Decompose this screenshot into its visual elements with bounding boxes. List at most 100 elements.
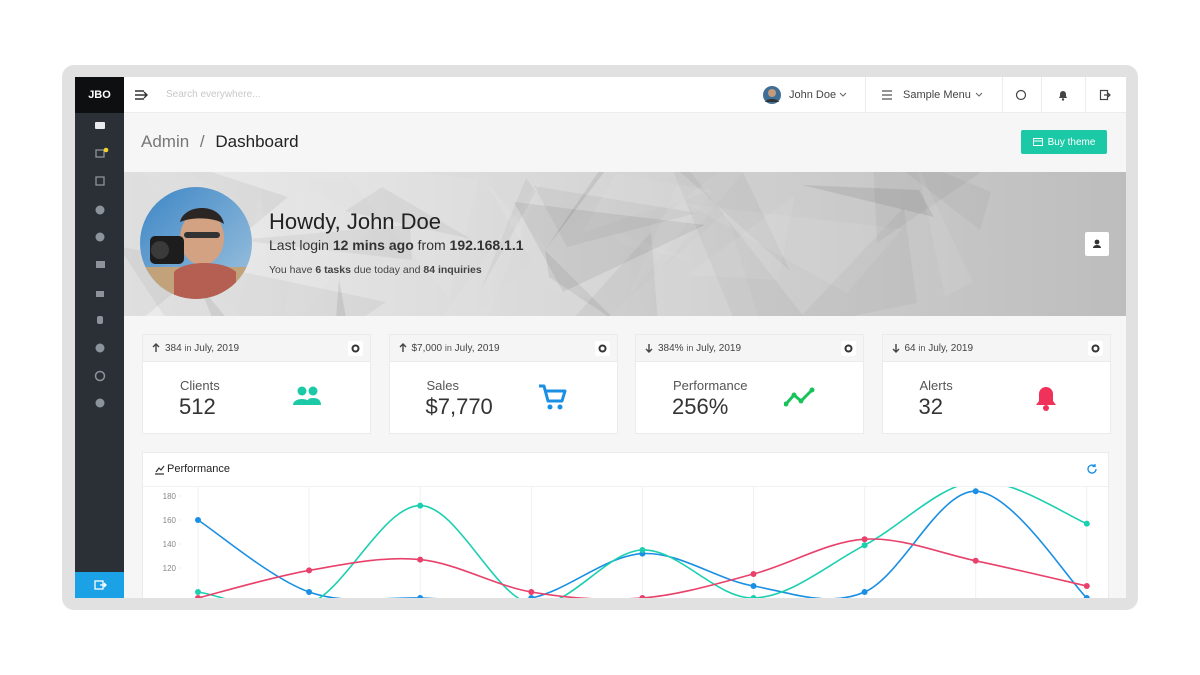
logout-button[interactable]	[75, 572, 124, 598]
stat-card: 64 in July, 2019 Alerts 32	[881, 334, 1111, 434]
banner-facet	[687, 195, 795, 280]
logout-top-button[interactable]	[1099, 89, 1111, 101]
plug-icon[interactable]	[97, 316, 103, 324]
series-line	[197, 490, 1088, 598]
data-point	[972, 557, 979, 564]
change-period: July, 2019	[454, 343, 500, 354]
stat-change: 384% in July, 2019	[658, 343, 741, 354]
banner-background	[124, 172, 1126, 316]
settings-button[interactable]	[1087, 341, 1103, 356]
list-icon[interactable]	[96, 261, 105, 268]
banner-facet	[534, 186, 697, 247]
card-icon	[1032, 138, 1043, 146]
menu-toggle[interactable]	[134, 88, 150, 102]
y-tick-label: 140	[163, 540, 177, 549]
change-amount: 384%	[658, 343, 684, 354]
brand[interactable]: JBO	[75, 77, 124, 113]
data-point	[195, 589, 201, 595]
user-avatar[interactable]	[762, 85, 782, 105]
trend-arrow	[152, 343, 160, 356]
text: Last login	[269, 237, 329, 253]
banner-facet	[253, 179, 266, 260]
edit-icon[interactable]	[95, 176, 105, 186]
banner-facet	[474, 189, 645, 316]
breadcrumb-current: Dashboard	[215, 132, 299, 151]
banner-facet	[575, 232, 658, 316]
divider	[1085, 77, 1086, 113]
banner-facet	[237, 225, 412, 260]
change-amount: 384	[165, 343, 182, 354]
data-point	[1083, 595, 1090, 598]
stat-change: $7,000 in July, 2019	[412, 343, 500, 354]
user-menu[interactable]: John Doe	[789, 89, 837, 101]
stat-label: Clients	[180, 378, 220, 393]
text: from	[417, 237, 446, 253]
change-connector: in	[686, 343, 694, 353]
data-point	[750, 583, 757, 589]
lock-icon[interactable]	[96, 291, 104, 297]
banner-facet	[582, 173, 710, 233]
buy-button[interactable]: Buy theme	[1021, 130, 1107, 154]
target-icon[interactable]	[94, 370, 106, 382]
text: due today and	[353, 264, 421, 276]
profile-button[interactable]	[1085, 232, 1109, 256]
logout-icon	[94, 580, 107, 590]
card-header: 384% in July, 2019	[636, 335, 863, 362]
search-input[interactable]: Search everywhere...	[166, 89, 261, 100]
settings-button[interactable]	[348, 341, 363, 356]
stat-label: Sales	[426, 378, 460, 393]
tasks-summary: You have 6 tasks due today and 84 inquir…	[269, 264, 482, 276]
user-icon[interactable]	[95, 205, 105, 215]
stat-card: 384% in July, 2019 Performance 256%	[635, 334, 864, 434]
banner-facet	[687, 204, 902, 293]
help-icon[interactable]	[95, 398, 105, 408]
data-point	[750, 571, 757, 577]
chevron	[975, 92, 983, 97]
y-tick-label: 180	[163, 492, 177, 501]
banner-facet	[444, 178, 542, 316]
data-point	[1083, 583, 1090, 589]
plus-icon[interactable]	[95, 232, 105, 242]
y-tick-label: 120	[163, 564, 177, 573]
settings-icon[interactable]	[95, 343, 105, 353]
change-amount: $7,000	[411, 343, 443, 354]
change-connector: in	[444, 343, 452, 353]
settings-button[interactable]	[841, 341, 856, 356]
banner-facet	[336, 279, 346, 316]
data-point	[528, 589, 535, 595]
stat-icon	[783, 384, 816, 417]
notification-button[interactable]	[1057, 89, 1069, 101]
trend-arrow	[892, 343, 900, 356]
data-point	[639, 595, 646, 598]
stat-value: 512	[179, 394, 216, 419]
greeting: Howdy, John Doe	[269, 209, 442, 234]
stat-card: $7,000 in July, 2019 Sales $7,770	[388, 334, 618, 434]
data-point	[861, 589, 868, 595]
text: 12 mins ago	[332, 237, 414, 253]
data-point	[195, 595, 201, 598]
grid-icon[interactable]	[95, 149, 105, 158]
performance-card: Performance 120140160180200	[142, 452, 1109, 598]
change-amount: 64	[904, 343, 916, 354]
topbar: Search everywhere... John Doe Sample Men…	[124, 77, 1126, 113]
desktop-icon[interactable]	[95, 122, 105, 129]
help-button[interactable]	[1015, 89, 1027, 101]
stat-card: 384 in July, 2019 Clients 512	[142, 334, 371, 434]
data-point	[306, 567, 313, 574]
divider	[865, 77, 866, 113]
settings-button[interactable]	[594, 341, 610, 356]
chevron	[839, 92, 847, 97]
chart-title: Performance	[167, 463, 230, 475]
data-point	[861, 536, 868, 543]
data-point	[417, 502, 424, 509]
data-point	[195, 517, 201, 523]
banner-facet	[481, 178, 536, 289]
last-login: Last login 12 mins ago from 192.168.1.1	[269, 237, 524, 253]
refresh-button[interactable]	[1086, 463, 1098, 475]
sample-menu[interactable]: Sample Menu	[903, 89, 971, 101]
data-point	[417, 595, 424, 598]
breadcrumb-parent[interactable]: Admin	[141, 132, 190, 151]
stat-change: 384 in July, 2019	[165, 343, 239, 354]
data-point	[750, 595, 757, 598]
